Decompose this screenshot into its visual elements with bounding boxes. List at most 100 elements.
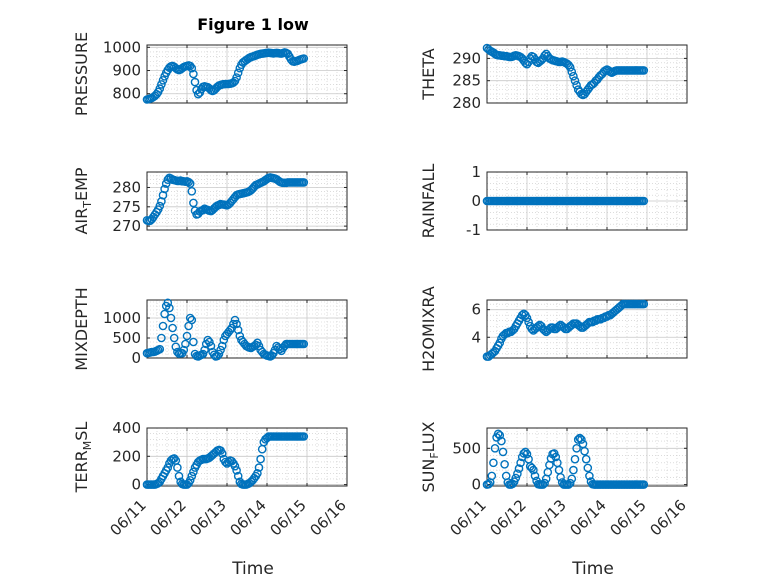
data-point	[169, 454, 179, 463]
data-point	[190, 77, 200, 87]
tick-marks	[486, 171, 688, 231]
y-tick-label: 400	[112, 419, 141, 437]
y-axis-label: PRESSURE	[72, 32, 91, 116]
y-axis-label: MIXDEPTH	[72, 287, 91, 370]
data-point	[570, 76, 580, 85]
data-point	[158, 321, 168, 331]
data-point	[217, 341, 227, 351]
data-point	[166, 313, 176, 323]
x-tick-label: 06/11	[107, 496, 150, 539]
data-point	[189, 467, 198, 477]
data-point	[205, 337, 214, 347]
y-tick-label: 4	[471, 328, 481, 346]
data-point	[639, 66, 649, 75]
tick-marks	[146, 300, 348, 359]
data-point	[217, 449, 227, 458]
data-point	[299, 339, 309, 349]
axes-background	[147, 45, 347, 103]
data-point	[155, 84, 165, 93]
data-point	[497, 436, 506, 446]
y-axis-label: SUNFLUX	[419, 421, 441, 492]
y-tick-label: 280	[452, 94, 481, 112]
data-point	[493, 429, 503, 439]
tick-marks	[146, 45, 348, 103]
y-tick-label: 1000	[103, 38, 141, 56]
x-tick-label: 06/15	[267, 496, 310, 539]
data-point	[214, 349, 224, 359]
data-point	[185, 313, 195, 323]
axes-box	[146, 44, 348, 104]
data-point	[529, 465, 538, 475]
data-point	[160, 184, 169, 194]
x-axis-label-left: Time	[231, 559, 274, 579]
data-point	[155, 344, 165, 354]
y-tick-label: 200	[112, 447, 141, 465]
y-axis-label: THETA	[419, 48, 438, 100]
axes-box	[486, 427, 688, 487]
x-axis-label-right: Time	[571, 559, 614, 579]
data-point	[577, 435, 586, 444]
data-point	[160, 309, 169, 319]
y-tick-label: 275	[112, 198, 141, 216]
data-point	[567, 67, 577, 77]
y-tick-label: 900	[112, 62, 141, 80]
data-point	[189, 337, 198, 347]
data-point	[495, 430, 505, 440]
y-axis-label: TERRMSL	[72, 422, 94, 494]
data-point	[569, 465, 578, 475]
y-axis-label: H2OMIXRA	[419, 286, 438, 372]
subplot-mixdepth: 0 500 1000 MIXDEPTH	[72, 287, 348, 371]
data-point	[198, 349, 208, 359]
data-point	[551, 452, 561, 462]
y-tick-label: 0	[131, 476, 141, 494]
data-point	[165, 303, 174, 313]
data-point	[511, 473, 521, 483]
data-point	[639, 299, 649, 309]
series-theta	[482, 43, 649, 100]
data-point	[198, 205, 208, 215]
x-tick-label: 06/13	[527, 496, 570, 539]
data-point	[187, 186, 197, 196]
data-point	[230, 315, 240, 325]
y-axis-label: AIRTEMP	[72, 167, 94, 234]
tick-marks	[486, 45, 688, 104]
data-point	[163, 463, 173, 472]
tick-marks	[146, 172, 348, 230]
data-point	[530, 471, 540, 481]
x-tick-label: 06/16	[647, 496, 690, 539]
data-point	[187, 315, 197, 325]
data-point	[187, 63, 197, 73]
data-point	[230, 461, 240, 471]
y-tick-label: 290	[452, 49, 481, 67]
data-point	[185, 61, 195, 71]
subplot-theta: 280 285 290 THETA	[419, 43, 688, 112]
y-tick-label: 1000	[103, 309, 141, 327]
data-point	[232, 319, 241, 329]
data-point	[581, 454, 591, 464]
data-point	[233, 471, 243, 481]
data-point	[157, 80, 166, 89]
data-point	[527, 463, 537, 473]
data-point	[173, 463, 182, 472]
data-point	[169, 333, 179, 343]
data-point	[487, 471, 497, 481]
series-terr_msl	[142, 432, 309, 489]
data-point	[187, 471, 197, 481]
x-tick-label: 06/16	[307, 496, 350, 539]
data-point	[573, 435, 583, 444]
series-mixdepth	[142, 298, 309, 361]
data-point	[200, 345, 209, 355]
series-sun_flux	[482, 429, 649, 489]
x-tick-label: 06/13	[187, 496, 230, 539]
data-point	[516, 458, 525, 468]
data-point	[522, 449, 532, 459]
y-tick-label: 0	[131, 349, 141, 367]
y-tick-label: 6	[471, 301, 481, 319]
axes-box	[146, 299, 348, 359]
data-point	[540, 51, 549, 61]
data-point	[565, 63, 575, 72]
series-rainfall	[482, 196, 649, 206]
data-point	[184, 177, 193, 187]
